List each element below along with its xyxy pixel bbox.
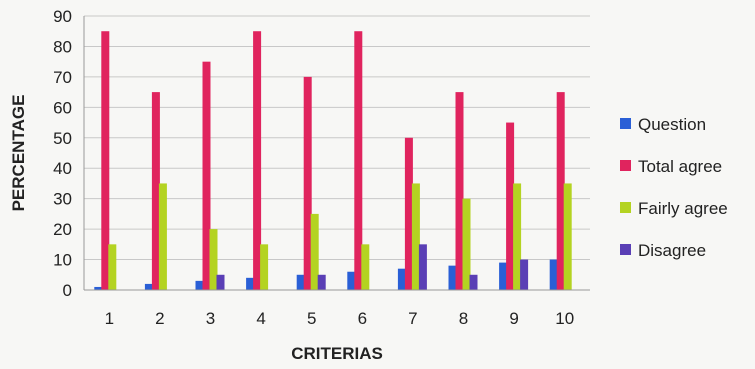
y-tick-label: 10 <box>53 251 72 270</box>
y-tick-label: 30 <box>53 190 72 209</box>
bar-total-agree <box>506 122 515 290</box>
bar-question <box>195 280 204 290</box>
y-tick-label: 60 <box>53 98 72 117</box>
axes <box>83 16 590 291</box>
bar-fairly-agree <box>361 244 370 290</box>
bar-disagree <box>317 274 326 290</box>
x-axis-title: CRITERIAS <box>291 344 383 363</box>
y-tick-label: 70 <box>53 68 72 87</box>
bar-question <box>246 277 255 290</box>
y-axis-title: PERCENTAGE <box>9 95 28 212</box>
bar-total-agree <box>101 31 110 290</box>
bar-total-agree <box>151 92 160 290</box>
bar-disagree <box>469 274 478 290</box>
bar-disagree <box>520 259 529 290</box>
x-tick-label: 7 <box>408 309 417 328</box>
x-tick-label: 8 <box>459 309 468 328</box>
bar-fairly-agree <box>462 198 471 290</box>
bar-question <box>296 274 305 290</box>
bar-question <box>94 286 103 290</box>
bar-total-agree <box>253 31 262 290</box>
x-tick-label: 4 <box>256 309 265 328</box>
bar-total-agree <box>404 137 413 290</box>
bar-question <box>347 271 356 290</box>
legend-label: Total agree <box>638 157 722 176</box>
bar-fairly-agree <box>411 183 420 290</box>
x-tick-label: 9 <box>509 309 518 328</box>
x-tick-label: 10 <box>555 309 574 328</box>
bar-disagree <box>216 274 225 290</box>
legend-swatch <box>620 160 631 171</box>
x-tick-label: 1 <box>105 309 114 328</box>
bar-fairly-agree <box>209 229 218 290</box>
bars <box>94 31 572 290</box>
bar-fairly-agree <box>513 183 522 290</box>
y-tick-labels: 0 10 20 30 40 50 60 70 80 90 <box>53 7 72 300</box>
x-tick-label: 3 <box>206 309 215 328</box>
bar-fairly-agree <box>158 183 167 290</box>
bar-total-agree <box>202 61 211 290</box>
bar-total-agree <box>556 92 565 290</box>
legend: Question Total agree Fairly agree Disagree <box>620 115 728 260</box>
legend-swatch <box>620 118 631 129</box>
gridlines <box>84 15 590 261</box>
legend-label: Disagree <box>638 241 706 260</box>
x-tick-labels: 1 2 3 4 5 6 7 8 9 10 <box>105 309 575 328</box>
y-tick-label: 20 <box>53 220 72 239</box>
bar-question <box>549 259 558 290</box>
bar-total-agree <box>455 92 464 290</box>
legend-label: Question <box>638 115 706 134</box>
bar-question <box>397 268 406 290</box>
y-tick-label: 0 <box>63 281 72 300</box>
bar-total-agree <box>354 31 363 290</box>
bar-fairly-agree <box>260 244 269 290</box>
bar-fairly-agree <box>563 183 572 290</box>
x-tick-label: 2 <box>155 309 164 328</box>
y-tick-label: 50 <box>53 129 72 148</box>
bar-total-agree <box>303 76 312 290</box>
bar-fairly-agree <box>310 213 319 290</box>
y-tick-label: 40 <box>53 159 72 178</box>
bar-question <box>499 262 508 290</box>
x-tick-label: 5 <box>307 309 316 328</box>
bar-question <box>448 265 457 290</box>
y-tick-label: 80 <box>53 37 72 56</box>
bar-question <box>144 283 153 290</box>
legend-label: Fairly agree <box>638 199 728 218</box>
y-tick-label: 90 <box>53 7 72 26</box>
x-tick-label: 6 <box>358 309 367 328</box>
bar-disagree <box>418 244 427 290</box>
bar-fairly-agree <box>108 244 117 290</box>
legend-swatch <box>620 244 631 255</box>
legend-swatch <box>620 202 631 213</box>
